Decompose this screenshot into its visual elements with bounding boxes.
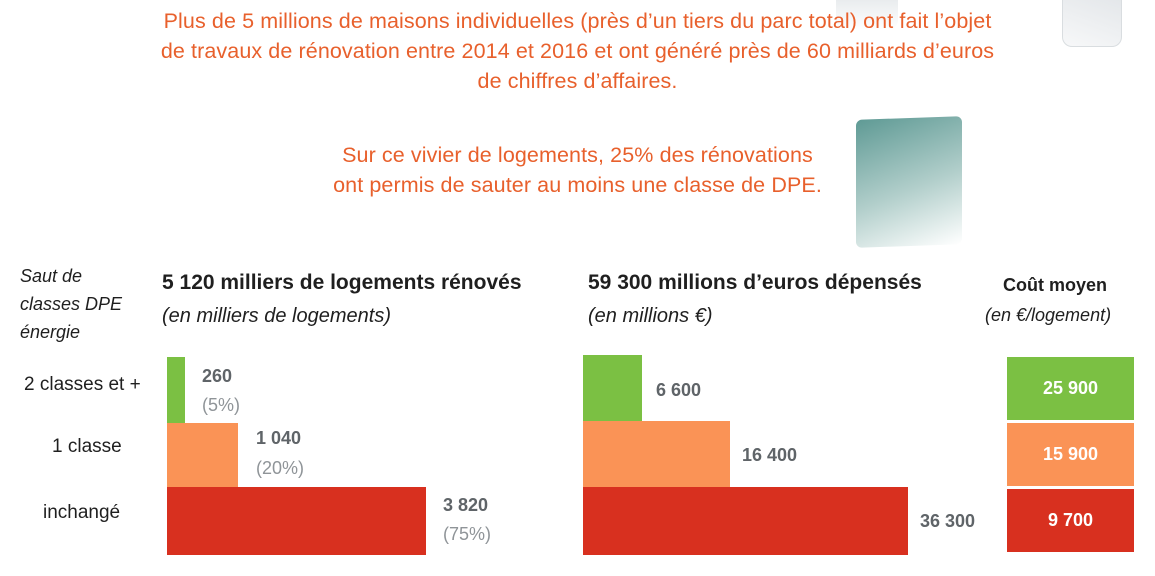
bar-euros-inchange (583, 487, 908, 555)
bar-logements-1-classe (167, 423, 238, 489)
value-logements-2-classes: 260 (202, 366, 233, 386)
cost-value-inchange: 9 700 (1047, 510, 1094, 530)
chart-euros-title: 59 300 millions d’euros dépensés (588, 271, 922, 294)
value-euros-2-classes: 6 600 (656, 380, 702, 400)
headline-intro: Plus de 5 millions de maisons individuel… (0, 6, 1155, 96)
decorative-shape-top-right (1062, 0, 1122, 47)
chart-logements-subtitle: (en milliers de logements) (162, 305, 391, 327)
cost-cell-2-classes: 25 900 (1007, 357, 1134, 420)
row-header-line-1: Saut de (20, 266, 83, 286)
category-label-inchange: inchangé (43, 502, 121, 523)
share-logements-inchange: (75%) (443, 524, 492, 544)
bar-logements-inchange (167, 487, 426, 555)
chart-cout-title: Coût moyen (1003, 275, 1108, 295)
bar-euros-1-classe (583, 421, 730, 487)
row-header-line-2: classes DPE (20, 294, 123, 314)
row-header-line-3: énergie (20, 322, 81, 342)
value-logements-1-classe: 1 040 (256, 428, 302, 448)
cost-cell-1-classe: 15 900 (1007, 423, 1134, 486)
headline-line-3: de chiffres d’affaires. (477, 69, 678, 93)
headline-line-5: ont permis de sauter au moins une classe… (333, 173, 822, 197)
decorative-shape-top (836, 0, 898, 30)
headline-line-2: de travaux de rénovation entre 2014 et 2… (160, 39, 995, 63)
value-logements-inchange: 3 820 (443, 495, 489, 515)
bar-euros-2-classes (583, 355, 642, 421)
chart-cout-subtitle: (en €/logement) (985, 305, 1112, 325)
share-logements-2-classes: (5%) (202, 395, 241, 415)
cost-cell-inchange: 9 700 (1007, 489, 1134, 552)
cost-value-2-classes: 25 900 (1042, 378, 1099, 398)
headline-line-1: Plus de 5 millions de maisons individuel… (163, 9, 992, 33)
category-label-2-classes: 2 classes et + (24, 374, 141, 395)
headline-summary: Sur ce vivier de logements, 25% des réno… (0, 140, 1155, 200)
chart-euros-subtitle: (en millions €) (588, 305, 713, 327)
row-header: Saut de classes DPE énergie (20, 262, 122, 346)
value-euros-1-classe: 16 400 (742, 445, 798, 465)
bar-logements-2-classes (167, 357, 185, 423)
category-label-1-classe: 1 classe (52, 436, 122, 457)
cost-value-1-classe: 15 900 (1042, 444, 1099, 464)
chart-logements-title: 5 120 milliers de logements rénovés (162, 271, 522, 294)
share-logements-1-classe: (20%) (256, 458, 305, 478)
value-euros-inchange: 36 300 (920, 511, 976, 531)
headline-line-4: Sur ce vivier de logements, 25% des réno… (342, 143, 813, 167)
